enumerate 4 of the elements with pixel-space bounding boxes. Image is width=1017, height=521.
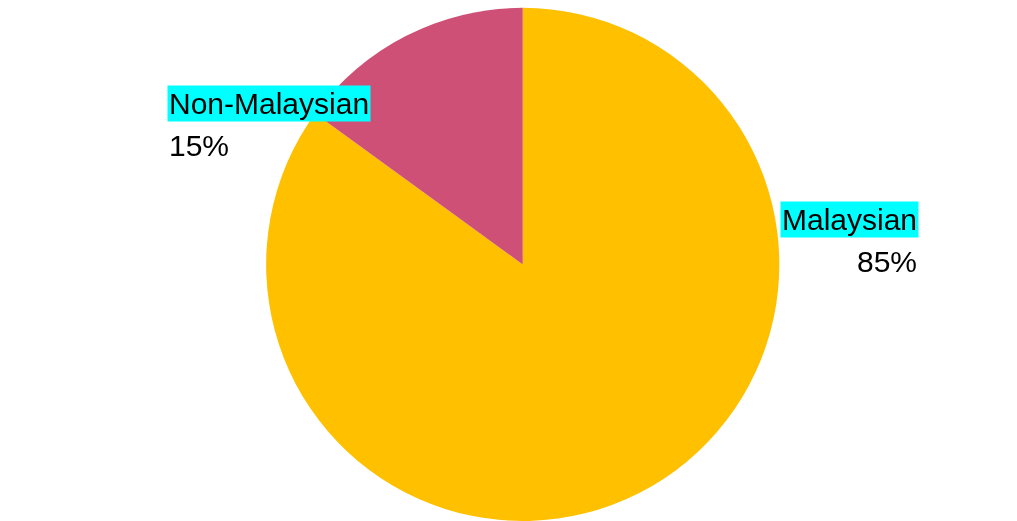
data-label: 85% xyxy=(857,245,918,278)
slice-label: Non-Malaysian xyxy=(169,87,370,120)
slice-label: Malaysian xyxy=(782,203,918,236)
data-label: 15% xyxy=(169,129,230,162)
